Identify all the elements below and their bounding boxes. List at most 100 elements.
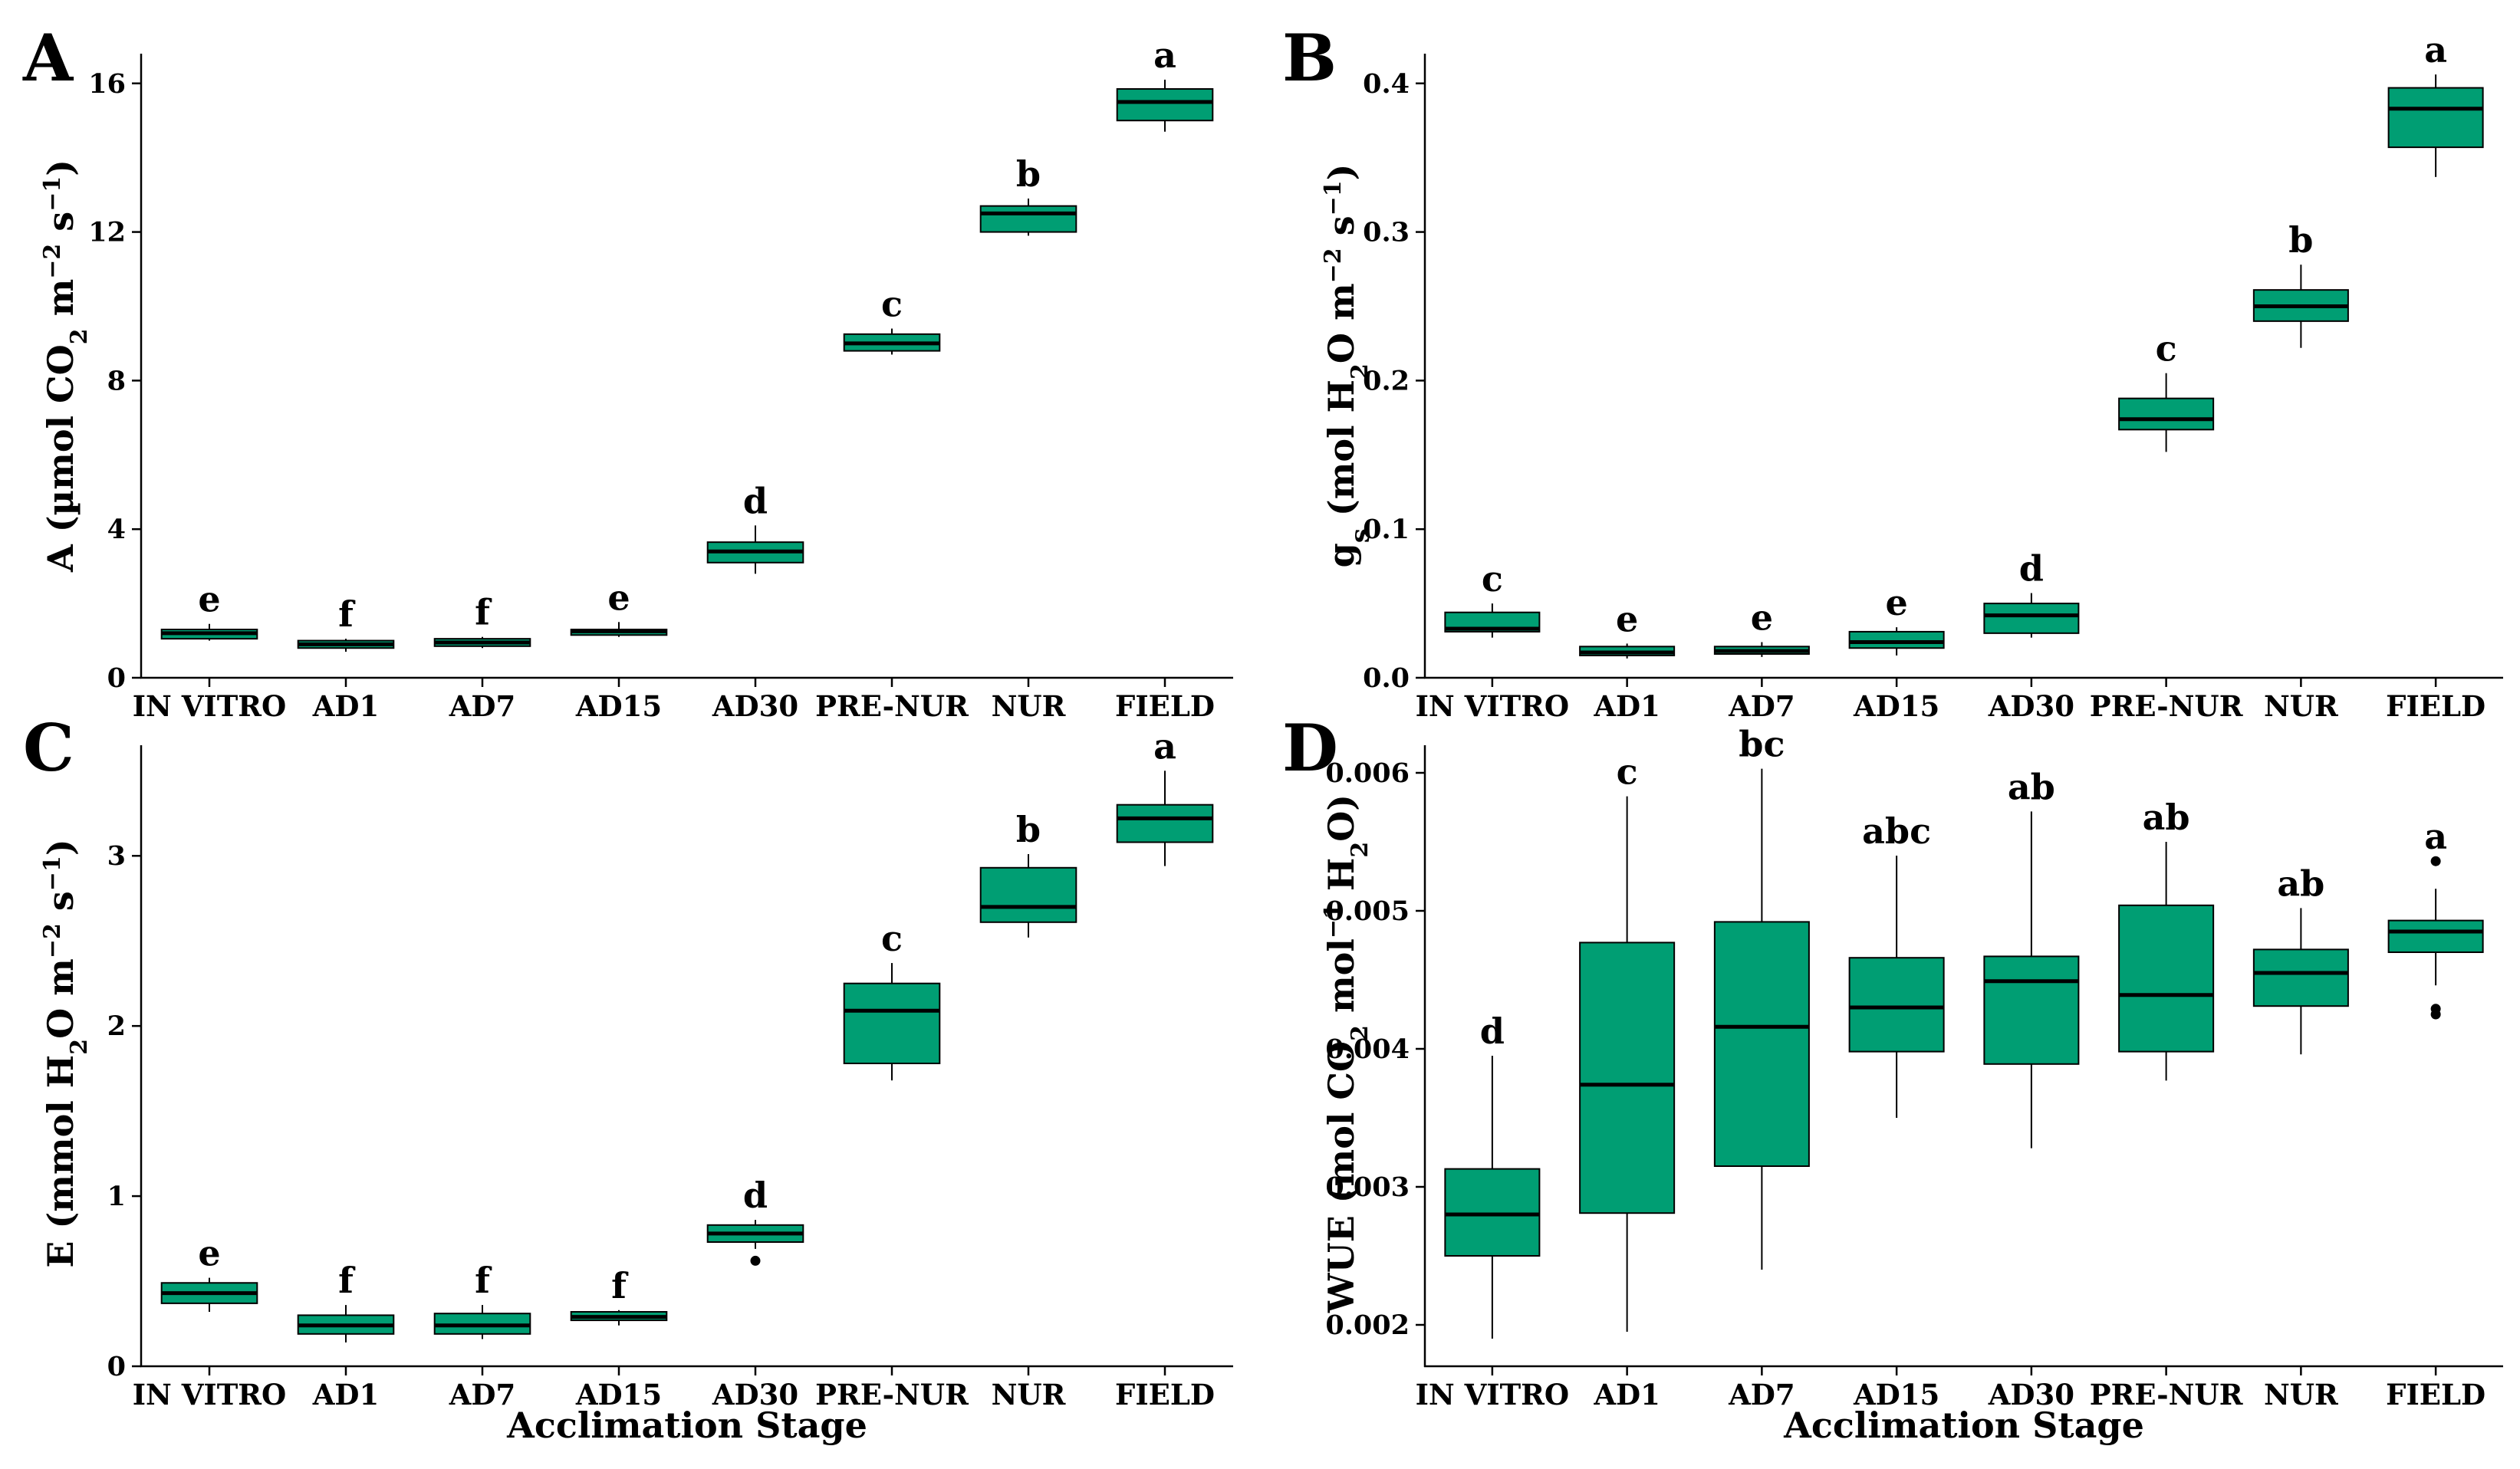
box-iqr: [1983, 603, 2080, 634]
box-ad30: d: [706, 1175, 804, 1266]
significance-letter: e: [198, 579, 220, 620]
y-tick-label: 0.3: [1363, 217, 1410, 248]
x-tick-label: AD30: [1988, 689, 2074, 723]
significance-letter: e: [198, 1233, 220, 1274]
box-in-vitro: e: [160, 1233, 258, 1312]
x-tick-label: NUR: [992, 1378, 1066, 1411]
box-ad7: bc: [1713, 724, 1810, 1270]
box-field: a: [2387, 816, 2484, 1020]
x-tick-label: AD7: [1728, 1378, 1795, 1411]
x-tick-label: IN VITRO: [133, 1378, 287, 1411]
y-tick-label: 0.0: [1363, 662, 1410, 694]
significance-letter: f: [338, 593, 356, 635]
significance-letter: ab: [2277, 863, 2324, 904]
box-iqr: [1848, 630, 1945, 649]
y-tick-label: 0: [107, 662, 126, 694]
panel-letter: C: [23, 710, 74, 786]
y-tick-label: 0.004: [1325, 1034, 1410, 1065]
significance-letter: f: [338, 1260, 356, 1301]
box-iqr: [1116, 804, 1214, 843]
y-tick-label: 0.003: [1325, 1172, 1410, 1203]
significance-letter: c: [1482, 558, 1503, 600]
box-ad1: e: [1579, 598, 1676, 659]
significance-letter: e: [607, 577, 630, 618]
box-pre-nur: c: [843, 918, 941, 1081]
significance-letter: a: [2424, 29, 2447, 71]
significance-letter: d: [743, 1175, 768, 1216]
significance-letter: e: [1885, 582, 1907, 623]
box-field: a: [1116, 35, 1214, 132]
significance-letter: f: [611, 1265, 629, 1306]
y-tick-label: 0.1: [1363, 514, 1410, 545]
box-iqr: [1579, 942, 1676, 1214]
outlier-point: [2430, 1009, 2441, 1020]
x-tick-label: AD1: [1593, 689, 1660, 723]
y-tick-label: 4: [107, 514, 126, 545]
x-tick-label: AD1: [312, 689, 380, 723]
box-ad30: d: [706, 480, 804, 574]
significance-letter: b: [1016, 809, 1041, 850]
box-ad1: c: [1579, 751, 1676, 1332]
significance-letter: b: [2288, 219, 2313, 261]
box-iqr: [2252, 948, 2349, 1007]
significance-letter: bc: [1739, 724, 1785, 765]
outlier-point: [2430, 856, 2441, 866]
x-tick-label: NUR: [992, 689, 1066, 723]
significance-letter: c: [881, 284, 903, 325]
box-field: a: [2387, 29, 2484, 177]
box-ad15: abc: [1848, 810, 1945, 1118]
panel-a: 0 4 8 12 16 IN VITRO AD1 AD7 AD15 AD30 PRE-NUR NUR F…: [22, 20, 1233, 723]
box-nur: b: [979, 153, 1077, 236]
x-tick-label: AD15: [575, 689, 662, 723]
x-tick-label: PRE-NUR: [815, 689, 969, 723]
box-iqr: [2387, 919, 2484, 953]
box-iqr: [1444, 1168, 1541, 1257]
box-nur: b: [979, 809, 1077, 938]
y-tick-label: 0: [107, 1351, 126, 1382]
x-tick-label: FIELD: [2386, 1378, 2485, 1411]
y-tick-label: 8: [107, 365, 126, 396]
box-ad7: e: [1713, 596, 1810, 657]
significance-letter: d: [743, 480, 768, 521]
box-in-vitro: d: [1444, 1011, 1541, 1339]
x-tick-label: PRE-NUR: [815, 1378, 969, 1411]
y-tick-label: 0.005: [1325, 896, 1410, 927]
box-ad15: e: [570, 577, 668, 637]
panel-c: 0 1 2 3 IN VITRO AD1 AD7 AD15 AD30 PRE-NUR NUR FIEL…: [23, 710, 1233, 1446]
x-tick-label: NUR: [2264, 689, 2338, 723]
significance-letter: ab: [2008, 766, 2055, 807]
significance-letter: e: [1751, 596, 1773, 638]
y-tick-label: 1: [107, 1181, 126, 1212]
significance-letter: a: [2424, 816, 2447, 857]
significance-letter: a: [1153, 35, 1176, 76]
box-iqr: [1983, 955, 2080, 1065]
x-tick-label: AD30: [1988, 1378, 2074, 1411]
x-tick-label: IN VITRO: [133, 689, 287, 723]
box-field: a: [1116, 725, 1214, 866]
x-tick-label: AD7: [449, 1378, 516, 1411]
y-tick-label: 2: [107, 1011, 126, 1042]
y-tick-label: 0.002: [1325, 1310, 1410, 1341]
significance-letter: abc: [1862, 810, 1931, 852]
box-ad1: f: [297, 1260, 395, 1342]
box-iqr: [2118, 397, 2215, 431]
x-axis-title: Acclimation Stage: [506, 1405, 867, 1446]
x-tick-label: AD1: [312, 1378, 380, 1411]
box-ad15: e: [1848, 582, 1945, 656]
box-nur: ab: [2252, 863, 2349, 1055]
y-tick-label: 16: [88, 68, 126, 100]
box-iqr: [979, 866, 1077, 923]
x-tick-label: FIELD: [1115, 1378, 1215, 1411]
box-iqr: [1713, 921, 1810, 1168]
box-ad1: f: [297, 593, 395, 652]
x-tick-label: IN VITRO: [1416, 689, 1570, 723]
y-axis-title: WUE (mol CO2 mol−1 H2O): [1320, 794, 1373, 1313]
y-tick-label: 0.2: [1363, 365, 1410, 396]
box-iqr: [843, 982, 941, 1064]
box-ad7: f: [433, 1260, 531, 1339]
significance-letter: c: [1617, 751, 1638, 793]
box-pre-nur: c: [843, 284, 941, 355]
box-iqr: [2387, 87, 2484, 149]
significance-letter: d: [2019, 548, 2044, 590]
